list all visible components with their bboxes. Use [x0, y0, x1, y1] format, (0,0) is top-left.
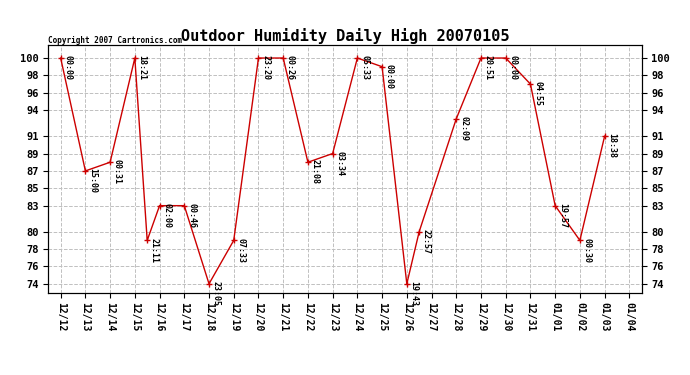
Text: 04:55: 04:55: [533, 81, 542, 106]
Text: 19:57: 19:57: [558, 203, 567, 228]
Text: 00:00: 00:00: [385, 64, 394, 89]
Text: 20:51: 20:51: [484, 55, 493, 80]
Text: 22:57: 22:57: [422, 229, 431, 254]
Text: 00:00: 00:00: [509, 55, 518, 80]
Text: 18:21: 18:21: [137, 55, 146, 80]
Text: 15:00: 15:00: [88, 168, 97, 193]
Text: 02:00: 02:00: [162, 203, 171, 228]
Text: 19:43: 19:43: [410, 281, 419, 306]
Text: 00:00: 00:00: [63, 55, 72, 80]
Text: 23:20: 23:20: [262, 55, 270, 80]
Title: Outdoor Humidity Daily High 20070105: Outdoor Humidity Daily High 20070105: [181, 28, 509, 44]
Text: 00:26: 00:26: [286, 55, 295, 80]
Text: 18:38: 18:38: [607, 134, 616, 158]
Text: 00:46: 00:46: [187, 203, 196, 228]
Text: 05:33: 05:33: [360, 55, 369, 80]
Text: 00:30: 00:30: [582, 238, 591, 262]
Text: 07:33: 07:33: [237, 238, 246, 262]
Text: Copyright 2007 Cartronics.com: Copyright 2007 Cartronics.com: [48, 36, 182, 45]
Text: 02:09: 02:09: [459, 116, 468, 141]
Text: 03:34: 03:34: [335, 151, 344, 176]
Text: 21:11: 21:11: [150, 238, 159, 262]
Text: 21:08: 21:08: [310, 159, 319, 184]
Text: 00:31: 00:31: [113, 159, 122, 184]
Text: 23:05: 23:05: [212, 281, 221, 306]
